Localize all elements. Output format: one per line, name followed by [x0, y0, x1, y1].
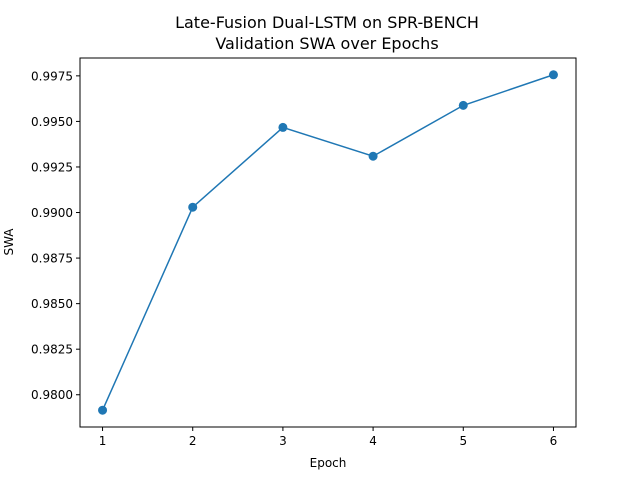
data-point — [368, 151, 378, 161]
x-tick-label: 4 — [369, 434, 377, 448]
x-tick-label: 5 — [459, 434, 467, 448]
y-axis-label: SWA — [2, 228, 16, 256]
y-tick-label: 0.9875 — [31, 252, 73, 266]
y-tick-label: 0.9900 — [31, 206, 73, 220]
x-axis-label: Epoch — [310, 456, 347, 470]
series-line — [101, 74, 554, 411]
y-tick-label: 0.9800 — [31, 388, 73, 402]
x-tick-label: 6 — [550, 434, 558, 448]
axes-frame — [79, 57, 577, 428]
y-tick-label: 0.9850 — [31, 297, 73, 311]
x-tick-label: 2 — [189, 434, 197, 448]
y-tick-label: 0.9925 — [31, 160, 73, 174]
data-point — [98, 405, 108, 415]
x-tick-label: 1 — [99, 434, 107, 448]
plot-area — [98, 70, 558, 415]
y-tick-label: 0.9975 — [31, 69, 73, 83]
data-point — [188, 202, 198, 212]
chart-subtitle: Validation SWA over Epochs — [215, 34, 438, 53]
data-point — [278, 122, 288, 132]
data-point — [458, 100, 468, 110]
y-tick-label: 0.9950 — [31, 115, 73, 129]
y-tick-label: 0.9825 — [31, 343, 73, 357]
data-point — [548, 70, 558, 80]
x-tick-label: 3 — [279, 434, 287, 448]
chart-title: Late-Fusion Dual-LSTM on SPR-BENCH — [175, 13, 479, 32]
